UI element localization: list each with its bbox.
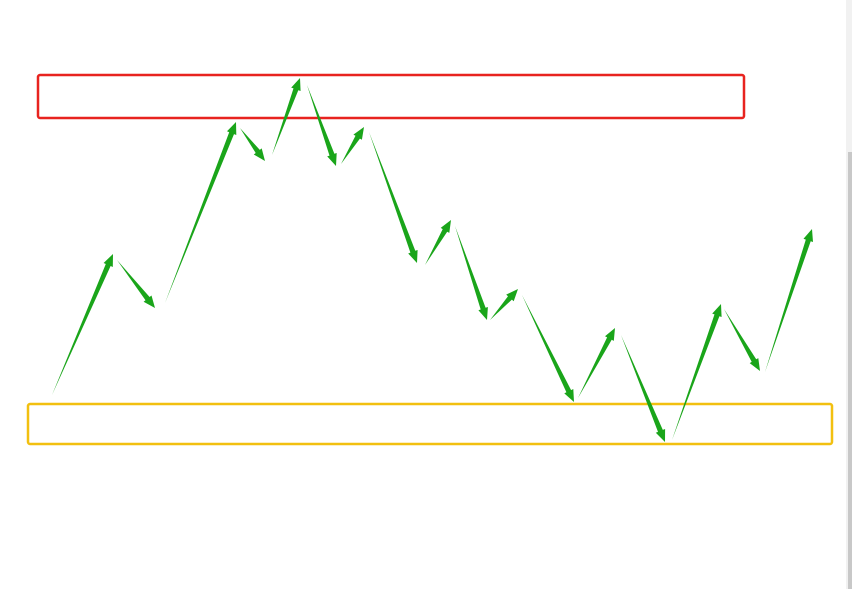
arrow-icon xyxy=(765,229,813,372)
arrow-icon xyxy=(522,295,574,402)
arrow-icon xyxy=(307,85,337,166)
arrow-icon xyxy=(578,328,615,398)
arrow-icon xyxy=(52,254,113,395)
arrow-icon xyxy=(490,289,518,320)
scrollbar-thumb[interactable] xyxy=(848,152,852,589)
arrow-icon xyxy=(117,260,155,308)
support-zone xyxy=(26,402,834,446)
arrow-icon xyxy=(341,127,364,164)
arrow-icon xyxy=(672,304,722,440)
arrow-icon xyxy=(425,220,451,265)
resistance-zone xyxy=(36,73,746,120)
arrow-icon xyxy=(724,309,760,371)
arrow-icon xyxy=(240,128,265,161)
arrow-icon xyxy=(621,335,666,442)
arrow-icon xyxy=(272,78,301,155)
arrow-icon xyxy=(369,132,418,263)
swing-arrows xyxy=(52,78,813,442)
arrow-icon xyxy=(455,226,488,320)
arrow-icon xyxy=(165,122,237,303)
